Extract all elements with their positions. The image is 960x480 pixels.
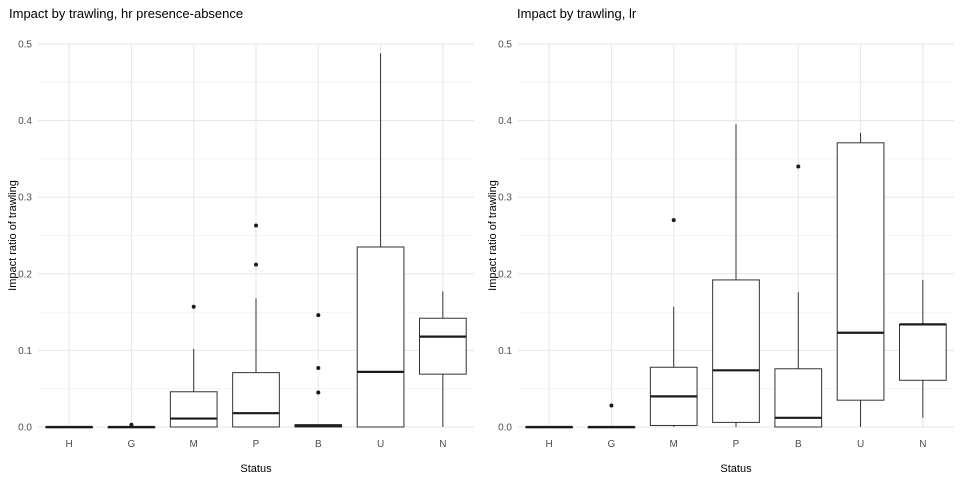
x-tick-label: G [128,439,136,450]
outlier-point [191,304,196,309]
x-tick-label: P [733,439,740,450]
chart-panel-left: 0.0 0.1 0.2 0.3 0.4 0.5 H G M P B U N Impact by trawl… [7,6,474,475]
x-tick-label: U [857,439,864,450]
x-tick-label: H [546,439,553,450]
outlier-point [129,422,134,427]
box-body [356,246,405,428]
x-tick-label: U [377,439,384,450]
box-H [45,425,93,429]
x-tick-label: P [253,439,260,450]
y-tick-label: 0.2 [18,269,32,280]
outlier-point [254,223,258,228]
y-tick-label: 0.5 [18,40,32,51]
x-tick-label: N [439,439,446,450]
box-G [587,403,636,429]
box-U [836,132,885,427]
x-tick-label: N [919,439,926,450]
y-tick-label: 0.3 [498,193,512,204]
box-U [356,53,405,428]
x-axis-title: Status [240,463,272,475]
outlier-point [796,164,801,169]
outlier-point [254,262,258,267]
box-H [525,425,573,429]
y-tick-label: 0.4 [18,116,32,127]
x-tick-label: B [795,439,802,450]
outlier-point [316,313,321,318]
box-P [232,223,280,428]
outlier-point [316,366,321,371]
chart-title: Impact by trawling, lr [517,6,637,21]
y-tick-label: 0.3 [18,193,32,204]
box-G [107,422,156,429]
box-body [169,391,218,428]
y-axis-title: Impact ratio of trawling [7,180,19,291]
box-body [712,279,760,423]
y-tick-label: 0.2 [498,269,512,280]
outlier-point [316,390,321,395]
y-tick-label: 0.1 [498,346,512,357]
chart-title: Impact by trawling, hr presence-absence [9,6,243,21]
x-axis-title: Status [720,463,752,475]
x-tick-label: B [315,439,322,450]
y-tick-label: 0.5 [498,40,512,51]
box-N [899,279,947,418]
y-tick-label: 0.4 [498,116,512,127]
box-M [169,304,218,428]
y-axis-title: Impact ratio of trawling [487,180,499,291]
box-B [294,313,343,428]
x-tick-label: H [66,439,73,450]
outlier-point [609,403,614,408]
outlier-point [671,218,676,223]
box-P [712,124,760,427]
box-M [649,218,698,427]
box-body [836,142,885,401]
x-tick-label: M [190,439,198,450]
y-tick-label: 0.1 [18,346,32,357]
x-tick-label: G [608,439,616,450]
box-body [899,323,947,381]
box-body [232,372,280,428]
x-tick-label: M [670,439,678,450]
y-tick-label: 0.0 [18,423,32,434]
box-body [419,317,467,375]
y-tick-label: 0.0 [498,423,512,434]
box-B [774,164,823,428]
box-N [419,291,467,427]
chart-panel-right: 0.0 0.1 0.2 0.3 0.4 0.5 H G M P B U N Impact by trawl… [487,6,954,475]
